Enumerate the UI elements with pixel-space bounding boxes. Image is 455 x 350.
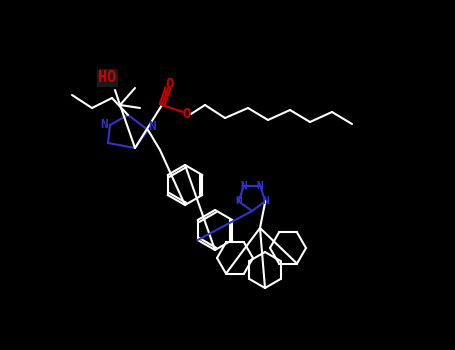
Text: HO: HO [98,70,116,85]
Text: N: N [148,120,156,133]
Text: N: N [235,196,242,206]
Text: N: N [240,181,247,191]
Text: O: O [166,77,174,91]
Text: O: O [183,107,191,121]
Text: N: N [257,181,263,191]
Text: N: N [100,119,108,132]
Text: N: N [262,196,269,206]
